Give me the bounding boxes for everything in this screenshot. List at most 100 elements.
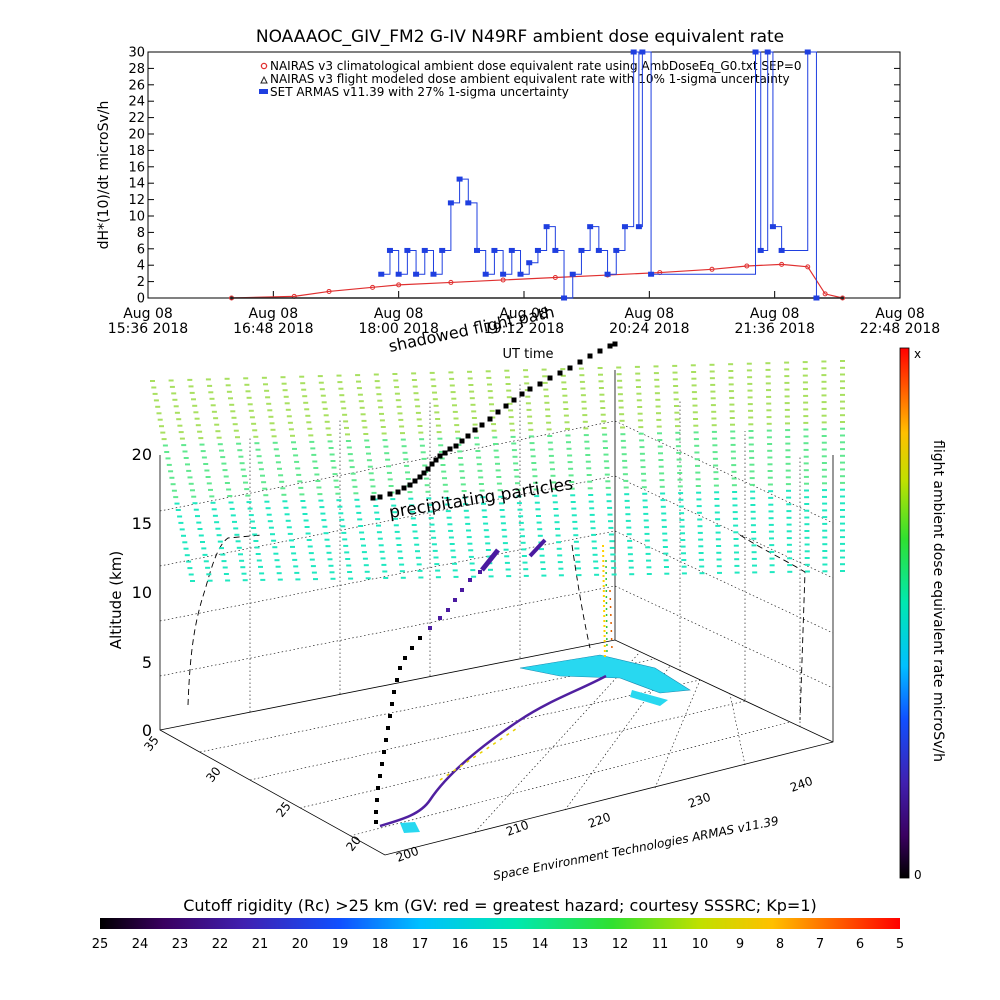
particle-mark xyxy=(541,368,547,371)
particle-mark xyxy=(582,414,588,417)
particle-mark xyxy=(483,529,489,532)
particle-mark xyxy=(553,508,559,510)
particle-mark xyxy=(558,567,564,570)
particle-mark xyxy=(229,403,235,406)
particle-mark xyxy=(582,420,588,423)
particle-mark xyxy=(840,509,845,511)
particle-mark xyxy=(150,380,155,382)
particle-mark xyxy=(228,397,233,400)
particle-mark xyxy=(452,569,458,572)
particle-mark xyxy=(709,370,715,373)
particle-mark xyxy=(840,475,845,478)
particle-mark xyxy=(252,533,258,536)
particle-mark xyxy=(479,489,485,492)
particle-mark xyxy=(822,516,828,519)
flight-point-low xyxy=(395,678,399,682)
particle-mark xyxy=(549,461,555,464)
particle-mark xyxy=(821,367,827,370)
particle-mark xyxy=(256,455,262,458)
data-point xyxy=(561,295,568,301)
particle-mark xyxy=(621,453,627,456)
particle-mark xyxy=(636,392,642,395)
particle-mark xyxy=(840,529,845,532)
legend-label: NAIRAS v3 flight modeled dose ambient eq… xyxy=(270,72,790,86)
flight-point-low xyxy=(378,774,382,778)
particle-mark xyxy=(603,460,609,463)
particle-mark xyxy=(400,438,406,441)
particle-mark xyxy=(262,487,268,490)
particle-mark xyxy=(695,478,701,481)
particle-mark xyxy=(653,365,659,368)
particle-mark xyxy=(513,462,519,465)
particle-mark xyxy=(313,578,318,581)
particle-mark xyxy=(786,503,792,506)
particle-mark xyxy=(251,422,257,425)
particle-mark xyxy=(522,561,528,564)
rigidity-colorbar-ticks: 25 24 23 22 21 20 19 18 17 16 15 14 13 12 11 10 9 8 7 6 5 xyxy=(92,937,904,952)
flight-point-low xyxy=(388,714,392,718)
rigidity-tick-label: 19 xyxy=(332,937,349,952)
particle-mark xyxy=(714,498,720,500)
particle-mark xyxy=(493,443,498,445)
particle-mark xyxy=(560,368,566,371)
particle-mark xyxy=(731,484,737,487)
particle-mark xyxy=(468,384,474,386)
particle-mark xyxy=(407,491,413,494)
particle-mark xyxy=(318,381,324,384)
particle-mark xyxy=(821,387,827,390)
particle-mark xyxy=(603,453,609,456)
particle-mark xyxy=(555,527,560,530)
particle-mark xyxy=(642,499,648,502)
particle-mark xyxy=(256,559,262,562)
particle-mark xyxy=(453,575,459,578)
particle-mark xyxy=(561,381,567,384)
particle-mark xyxy=(840,522,845,525)
particle-mark xyxy=(840,407,845,410)
particle-mark xyxy=(295,467,301,470)
particle-mark xyxy=(297,480,303,483)
y-axis-label: dH*(10)/dt microSv/h xyxy=(96,101,112,250)
particle-mark xyxy=(586,467,592,470)
particle-mark xyxy=(601,420,607,423)
particle-mark xyxy=(822,502,828,505)
particle-mark xyxy=(231,416,237,419)
flight-point-high xyxy=(395,489,401,495)
particle-mark xyxy=(716,551,722,554)
particle-mark xyxy=(395,399,401,402)
particle-mark xyxy=(284,402,290,405)
particle-mark xyxy=(680,545,686,548)
particle-mark xyxy=(601,427,607,429)
particle-mark xyxy=(285,408,291,411)
particle-mark xyxy=(840,502,845,505)
particle-mark xyxy=(542,381,548,384)
legend-entry-nairas-climatological: NAIRAS v3 climatological ambient dose eq… xyxy=(260,59,802,73)
particle-mark xyxy=(152,392,158,395)
particle-mark xyxy=(768,496,774,499)
particle-mark xyxy=(691,371,697,373)
particle-mark xyxy=(576,574,582,577)
particle-mark xyxy=(442,483,448,486)
particle-mark xyxy=(730,443,736,446)
particle-mark xyxy=(556,547,562,550)
particle-mark xyxy=(635,379,641,382)
particle-mark xyxy=(528,428,534,431)
particle-mark xyxy=(229,507,235,510)
particle-mark xyxy=(191,398,196,401)
particle-mark xyxy=(244,488,250,491)
particle-mark xyxy=(728,376,734,379)
particle-mark xyxy=(306,421,312,424)
particle-mark xyxy=(752,564,757,567)
particle-mark xyxy=(713,477,719,480)
particle-mark xyxy=(357,393,363,396)
particle-mark xyxy=(356,511,362,514)
particle-mark xyxy=(512,455,518,458)
particle-mark xyxy=(345,440,351,442)
particle-mark xyxy=(570,494,576,497)
data-point xyxy=(230,296,234,300)
particle-mark xyxy=(749,463,755,466)
particle-mark xyxy=(597,367,603,369)
particle-mark xyxy=(437,437,443,440)
particle-mark xyxy=(217,540,223,543)
particle-mark xyxy=(498,502,504,505)
particle-mark xyxy=(168,470,174,473)
